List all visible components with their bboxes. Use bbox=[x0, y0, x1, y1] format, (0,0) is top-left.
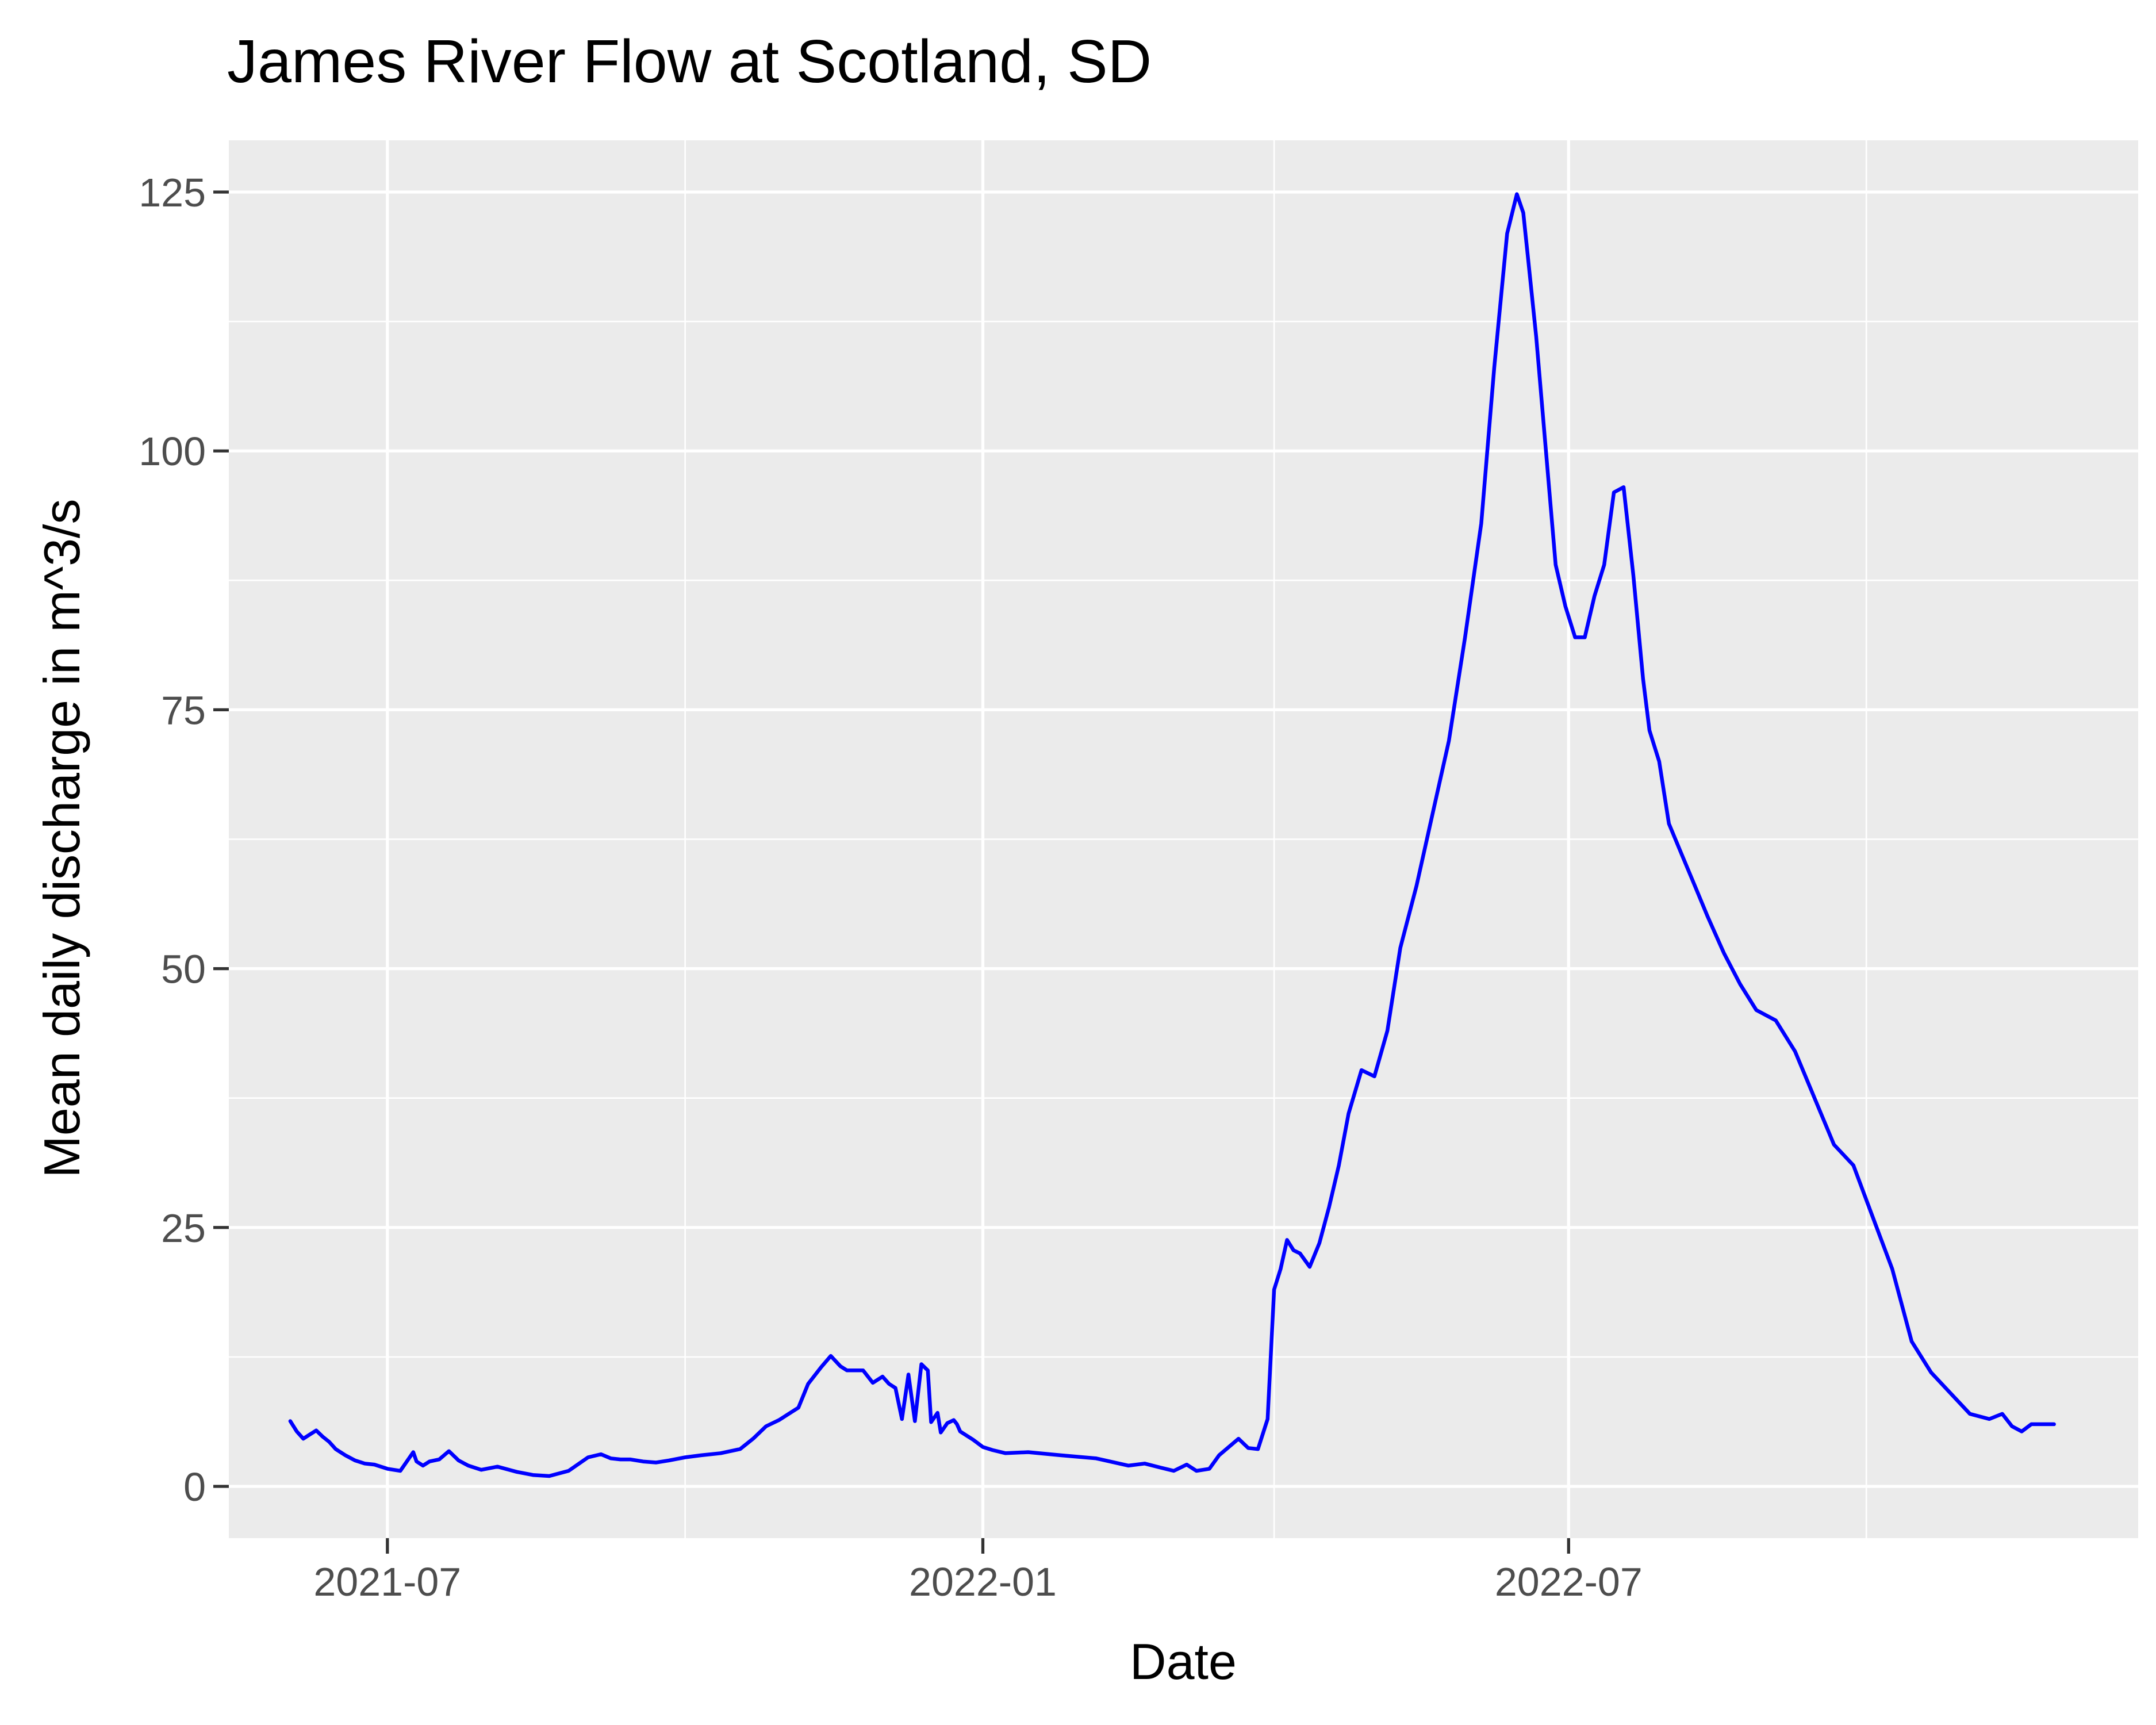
x-tick-label: 2022-01 bbox=[909, 1559, 1057, 1604]
major-gridlines bbox=[229, 140, 2138, 1538]
x-axis: 2021-07 2022-01 2022-07 bbox=[313, 1538, 1643, 1604]
x-tick-label: 2021-07 bbox=[313, 1559, 461, 1604]
y-axis: 0 25 50 75 100 125 bbox=[139, 170, 229, 1509]
x-axis-title: Date bbox=[1130, 1633, 1237, 1690]
y-tick-label: 0 bbox=[183, 1465, 206, 1509]
y-axis-title: Mean daily discharge in m^3/s bbox=[33, 499, 90, 1178]
discharge-line bbox=[288, 192, 2056, 1478]
y-tick-label: 125 bbox=[139, 170, 206, 215]
chart-title: James River Flow at Scotland, SD bbox=[227, 28, 1152, 95]
y-tick-label: 50 bbox=[161, 947, 206, 992]
y-tick-label: 75 bbox=[161, 688, 206, 733]
y-tick-label: 25 bbox=[161, 1206, 206, 1251]
x-tick-label: 2022-07 bbox=[1495, 1559, 1643, 1604]
y-tick-label: 100 bbox=[139, 429, 206, 474]
